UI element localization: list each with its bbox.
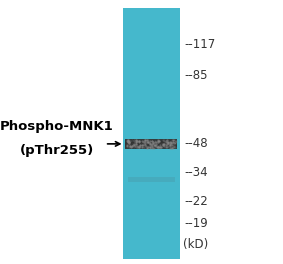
Text: --34: --34 [184, 166, 207, 180]
Bar [125, 139, 177, 140]
Bar [125, 147, 177, 148]
Text: --19: --19 [184, 216, 208, 230]
Bar [125, 144, 177, 145]
Bar [125, 145, 177, 146]
Text: (pThr255): (pThr255) [20, 144, 94, 157]
Text: (kD): (kD) [183, 238, 208, 251]
Bar [125, 146, 177, 147]
Bar [125, 143, 177, 144]
Text: --48: --48 [184, 137, 207, 150]
Bar [125, 148, 177, 149]
Bar [125, 147, 177, 148]
Bar [125, 148, 177, 149]
Text: --22: --22 [184, 195, 208, 209]
Bar [125, 141, 177, 142]
Bar [125, 143, 177, 144]
Text: Phospho-MNK1: Phospho-MNK1 [0, 120, 113, 133]
Bar [125, 142, 177, 143]
Bar [125, 146, 177, 147]
Text: --85: --85 [184, 69, 207, 82]
Bar [125, 144, 177, 145]
Bar [125, 141, 177, 142]
Text: --117: --117 [184, 38, 215, 51]
Bar [128, 177, 175, 182]
Bar [125, 142, 177, 143]
Bar [123, 8, 180, 259]
Bar [125, 140, 177, 141]
Bar [125, 139, 177, 140]
